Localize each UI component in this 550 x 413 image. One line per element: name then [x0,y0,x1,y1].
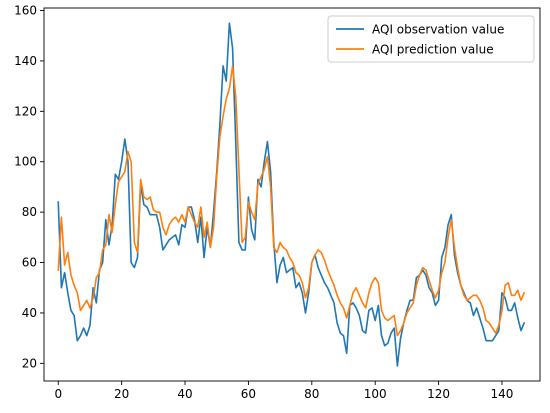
x-tick-label: 20 [114,387,129,401]
series-layer [57,22,526,367]
series-line-2 [57,65,526,337]
x-tick-label: 60 [241,387,256,401]
legend-box [327,15,535,63]
legend: AQI observation value AQI prediction valu… [327,15,535,63]
x-tick-label: 100 [364,387,387,401]
y-tick-label: 60 [22,256,37,270]
y-tick-label: 80 [22,205,37,219]
y-tick-label: 40 [22,306,37,320]
x-axis-ticks: 0 20 40 60 80 100 120 140 [54,381,513,401]
y-tick-label: 120 [14,104,37,118]
y-tick-label: 140 [14,54,37,68]
x-tick-label: 120 [427,387,450,401]
y-tick-label: 160 [14,4,37,18]
plot-area [43,7,541,382]
y-tick-label: 100 [14,155,37,169]
series-line-1 [57,22,526,367]
legend-label-1: AQI observation value [372,23,504,37]
legend-label-2: AQI prediction value [372,43,494,57]
x-tick-label: 40 [177,387,192,401]
x-tick-label: 0 [54,387,62,401]
y-tick-label: 20 [22,356,37,370]
x-tick-label: 140 [491,387,514,401]
y-axis-ticks: 20 40 60 80 100 120 140 160 [14,4,44,370]
axes-frame [43,7,541,382]
x-tick-label: 80 [304,387,319,401]
